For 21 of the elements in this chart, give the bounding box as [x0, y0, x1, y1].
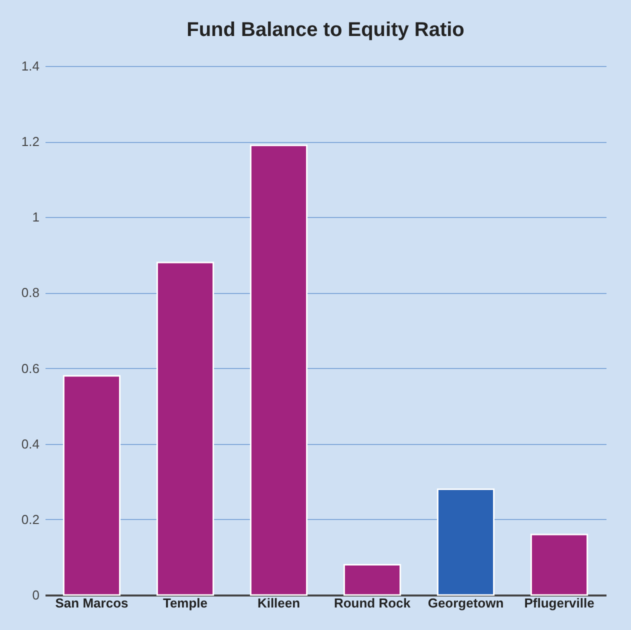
- bar: [343, 564, 402, 596]
- bar: [156, 262, 214, 596]
- y-tick-label: 0.2: [21, 512, 40, 527]
- y-tick-label: 1.4: [21, 58, 40, 74]
- y-tick-label: 0: [32, 588, 40, 602]
- x-tick-label: San Marcos: [55, 596, 128, 610]
- bar: [250, 144, 308, 596]
- y-tick-label: 1.2: [21, 134, 40, 150]
- x-tick-label: Killeen: [257, 596, 300, 610]
- x-tick-label: Round Rock: [334, 596, 412, 610]
- y-tick-label: 1: [32, 210, 40, 225]
- bar: [530, 534, 588, 596]
- x-tick-label: Georgetown: [428, 596, 504, 610]
- y-tick-label: 0.8: [21, 285, 40, 300]
- bar: [436, 488, 495, 596]
- x-tick-label: Pflugerville: [524, 596, 594, 610]
- y-tick-label: 0.4: [21, 436, 40, 452]
- x-tick-label: Temple: [162, 596, 208, 610]
- y-tick-label: 0.6: [21, 360, 40, 376]
- chart-title: Fund Balance to Equity Ratio: [186, 19, 464, 41]
- bar: [62, 375, 121, 596]
